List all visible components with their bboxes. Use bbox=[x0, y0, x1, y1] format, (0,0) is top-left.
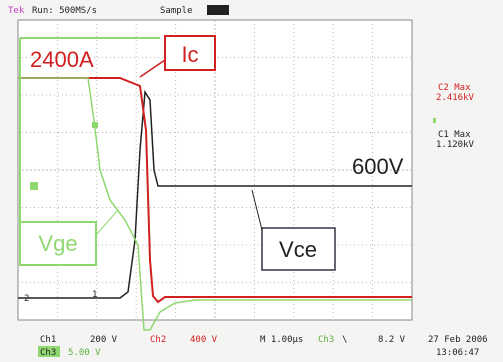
c1-label: C1 Max bbox=[438, 130, 471, 140]
trigger-slope: \ bbox=[342, 335, 347, 345]
voltage-label: 600V bbox=[352, 154, 404, 179]
trigger-marker bbox=[433, 118, 436, 123]
vce-label: Vce bbox=[279, 237, 317, 262]
ch1-marker: 1 bbox=[92, 290, 97, 300]
ic-label: Ic bbox=[181, 42, 198, 67]
run-status: Run: 500MS/s bbox=[32, 6, 97, 16]
timebase: M 1.00µs bbox=[260, 335, 303, 345]
ch2-marker: 2 bbox=[24, 294, 29, 304]
vge-label: Vge bbox=[38, 231, 77, 256]
date: 27 Feb 2006 bbox=[428, 335, 488, 345]
time: 13:06:47 bbox=[436, 348, 479, 358]
brand: Tek bbox=[8, 6, 25, 16]
c2-label: C2 Max bbox=[438, 83, 471, 93]
ch2-name: Ch2 bbox=[150, 335, 166, 345]
acq-mode: Sample bbox=[160, 6, 193, 16]
trace-dot bbox=[92, 122, 98, 128]
ch2-scale: 400 V bbox=[190, 335, 218, 345]
trigger-source: Ch3 bbox=[318, 335, 334, 345]
ch1-name: Ch1 bbox=[40, 335, 56, 345]
c1-value: 1.120kV bbox=[436, 140, 475, 150]
trigger-state bbox=[207, 5, 229, 15]
ch3-scale: 5.00 V bbox=[68, 348, 101, 358]
c2-value: 2.416kV bbox=[436, 93, 475, 103]
scope-screen: Tek Run: 500MS/s Sample 2400A Ic 600V Vc… bbox=[0, 0, 503, 362]
trigger-level: 8.2 V bbox=[378, 335, 406, 345]
ch1-scale: 200 V bbox=[90, 335, 118, 345]
current-label: 2400A bbox=[30, 47, 94, 72]
ch3-marker bbox=[30, 182, 38, 190]
ch3-name: Ch3 bbox=[40, 348, 56, 358]
